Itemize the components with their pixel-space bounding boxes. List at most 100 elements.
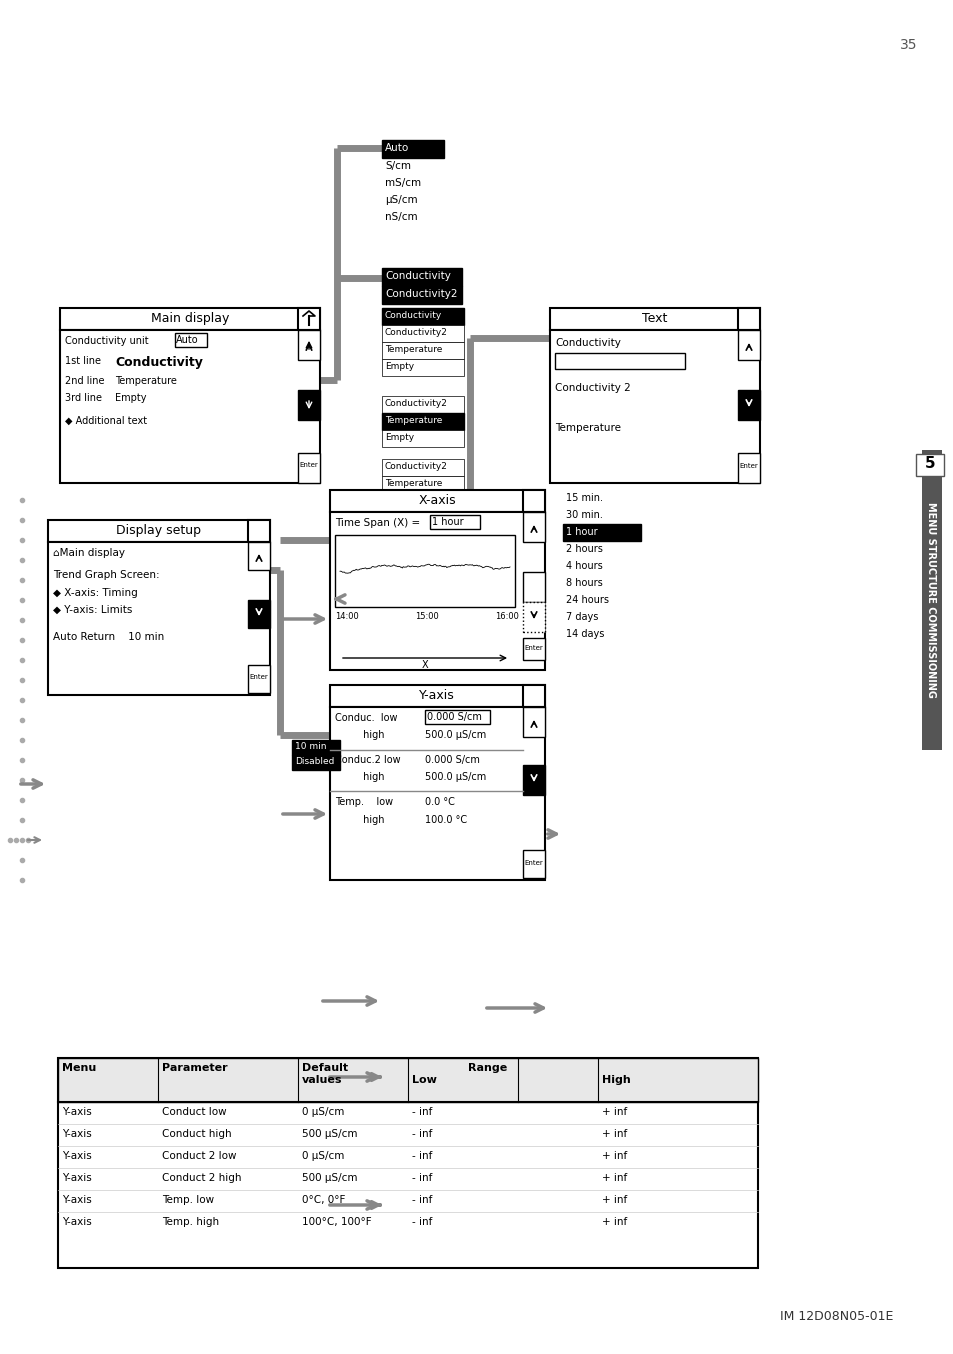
Bar (58, 1057, 758, 1102)
Bar (381, 307, 463, 325)
Text: Default: Default (302, 1063, 348, 1072)
Text: 500.0 μS/cm: 500.0 μS/cm (424, 730, 486, 741)
Text: Conductivity 2: Conductivity 2 (555, 383, 630, 393)
Bar (738, 330, 760, 360)
Text: Conduct 2 low: Conduct 2 low (162, 1151, 236, 1160)
Text: Enter: Enter (299, 462, 318, 468)
Text: 7 days: 7 days (565, 612, 598, 621)
Text: + inf: + inf (601, 1173, 626, 1183)
Text: Temp. high: Temp. high (162, 1217, 219, 1227)
Text: - inf: - inf (412, 1196, 432, 1205)
Bar (381, 139, 443, 158)
Bar (60, 330, 319, 483)
Text: Y-axis: Y-axis (62, 1173, 91, 1183)
Text: Auto Return    10 min: Auto Return 10 min (53, 632, 164, 642)
Text: 5: 5 (923, 456, 934, 471)
Text: S/cm: S/cm (385, 161, 411, 171)
Text: high: high (335, 772, 384, 783)
Text: Text: Text (641, 311, 667, 325)
Text: MENU STRUCTURE COMMISSIONING: MENU STRUCTURE COMMISSIONING (925, 502, 935, 697)
Text: ◆ X-axis: Timing: ◆ X-axis: Timing (53, 588, 137, 598)
Text: 500 μS/cm: 500 μS/cm (302, 1129, 357, 1139)
Text: 24 hours: 24 hours (565, 594, 608, 605)
Bar (381, 431, 463, 447)
Bar (292, 741, 339, 756)
Bar (58, 1057, 758, 1267)
Text: - inf: - inf (412, 1173, 432, 1183)
Text: Y-axis: Y-axis (62, 1217, 91, 1227)
Bar (562, 524, 640, 542)
Bar (430, 515, 479, 529)
Text: Conduct low: Conduct low (162, 1108, 227, 1117)
Bar (381, 343, 463, 359)
Text: Enter: Enter (739, 463, 758, 468)
Text: 30 min.: 30 min. (565, 510, 602, 520)
Text: Disabled: Disabled (294, 757, 334, 766)
Text: Conductivity: Conductivity (555, 338, 620, 348)
Bar (297, 330, 319, 360)
Bar (381, 477, 463, 493)
Text: 8 hours: 8 hours (565, 578, 602, 588)
Text: 15:00: 15:00 (415, 612, 438, 621)
Text: - inf: - inf (412, 1151, 432, 1160)
Text: Temperature: Temperature (555, 422, 620, 433)
Text: 1 hour: 1 hour (565, 527, 597, 538)
Bar (381, 493, 463, 510)
Bar (738, 390, 760, 420)
Text: 15 min.: 15 min. (565, 493, 602, 502)
Bar (381, 413, 463, 431)
Text: 14 days: 14 days (565, 630, 604, 639)
Text: Y-axis: Y-axis (62, 1129, 91, 1139)
Bar (330, 512, 544, 670)
Text: Y-axis: Y-axis (62, 1151, 91, 1160)
Text: ⌂Main display: ⌂Main display (53, 548, 125, 558)
Text: Menu: Menu (62, 1063, 96, 1072)
Text: Conductivity: Conductivity (385, 311, 442, 320)
Bar (248, 665, 270, 693)
Text: Conductivity2: Conductivity2 (385, 328, 447, 337)
Text: Conductivity unit: Conductivity unit (65, 336, 149, 347)
Text: Empty: Empty (385, 433, 414, 441)
Text: 4 hours: 4 hours (565, 561, 602, 571)
Text: - inf: - inf (412, 1129, 432, 1139)
Text: Empty: Empty (385, 362, 414, 371)
Text: 2 hours: 2 hours (565, 544, 602, 554)
Text: - inf: - inf (412, 1217, 432, 1227)
Text: 0.000 S/cm: 0.000 S/cm (424, 756, 479, 765)
Text: Enter: Enter (250, 674, 268, 680)
Bar (522, 512, 544, 542)
Text: Conductivity2: Conductivity2 (385, 399, 447, 408)
Text: Empty: Empty (385, 496, 414, 505)
Text: 100°C, 100°F: 100°C, 100°F (302, 1217, 372, 1227)
Text: Auto: Auto (175, 334, 198, 345)
Text: - inf: - inf (412, 1108, 432, 1117)
Text: X-axis: X-axis (417, 494, 456, 506)
Text: Conductivity: Conductivity (385, 271, 451, 282)
Bar (248, 520, 270, 542)
Bar (381, 286, 461, 305)
Text: Conduct 2 high: Conduct 2 high (162, 1173, 241, 1183)
Text: Low: Low (412, 1075, 436, 1085)
Bar (522, 638, 544, 659)
Bar (174, 333, 207, 347)
Bar (738, 454, 760, 483)
Bar (330, 707, 544, 880)
Bar (522, 603, 544, 632)
Bar (381, 325, 463, 343)
Text: Temperature: Temperature (385, 345, 442, 353)
Text: Temperature: Temperature (115, 376, 176, 386)
Text: Conductivity2: Conductivity2 (385, 288, 457, 299)
Text: 35: 35 (899, 38, 917, 51)
Bar (297, 390, 319, 420)
Text: ◆ Y-axis: Limits: ◆ Y-axis: Limits (53, 605, 132, 615)
Bar (550, 307, 760, 330)
Bar (330, 490, 544, 512)
Bar (297, 307, 319, 330)
Text: μS/cm: μS/cm (385, 195, 417, 204)
Text: IM 12D08N05-01E: IM 12D08N05-01E (780, 1311, 892, 1323)
Text: Y-axis: Y-axis (62, 1108, 91, 1117)
Bar (381, 395, 463, 413)
Text: X: X (421, 659, 428, 670)
Bar (522, 850, 544, 877)
Text: High: High (601, 1075, 630, 1085)
